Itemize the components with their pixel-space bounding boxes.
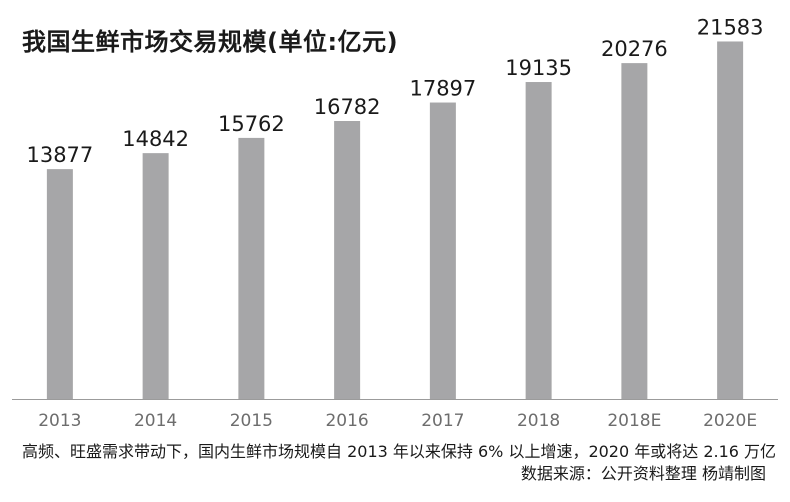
data-label-2020e: 21583 <box>697 15 764 39</box>
chart-source: 数据来源：公开资料整理 杨靖制图 <box>520 464 766 483</box>
data-label-2017: 17897 <box>409 77 476 101</box>
data-label-2018: 19135 <box>505 56 572 80</box>
x-tick-label-2015: 2015 <box>230 411 273 431</box>
chart-title: 我国生鲜市场交易规模(单位:亿元) <box>22 28 399 56</box>
x-tick-label-2018: 2018 <box>517 411 560 431</box>
x-tick-label-2017: 2017 <box>421 411 464 431</box>
data-label-2018e: 20276 <box>601 37 668 61</box>
bar-2018e <box>621 63 648 399</box>
x-tick-label-2013: 2013 <box>38 411 81 431</box>
bar-2016 <box>334 121 361 399</box>
x-tick-label-2018e: 2018E <box>607 411 661 431</box>
x-tick-label-2016: 2016 <box>325 411 368 431</box>
bar-2020e <box>717 41 744 400</box>
data-label-2016: 16782 <box>314 95 381 119</box>
bar-2014 <box>142 153 169 399</box>
data-label-2013: 13877 <box>26 143 93 167</box>
bar-2013 <box>46 169 73 399</box>
data-label-2014: 14842 <box>122 127 189 151</box>
bar-2018 <box>525 82 552 399</box>
chart-caption: 高频、旺盛需求带动下，国内生鲜市场规模自 2013 年以来保持 6% 以上增速，… <box>22 442 777 461</box>
x-tick-label-2014: 2014 <box>134 411 177 431</box>
bar-2015 <box>238 137 265 399</box>
bar-2017 <box>429 102 456 400</box>
x-tick-label-2020e: 2020E <box>703 411 757 431</box>
data-label-2015: 15762 <box>218 112 285 136</box>
bar-chart: 13877 2013 14842 2014 15762 2015 16782 2016 1789… <box>12 15 778 431</box>
